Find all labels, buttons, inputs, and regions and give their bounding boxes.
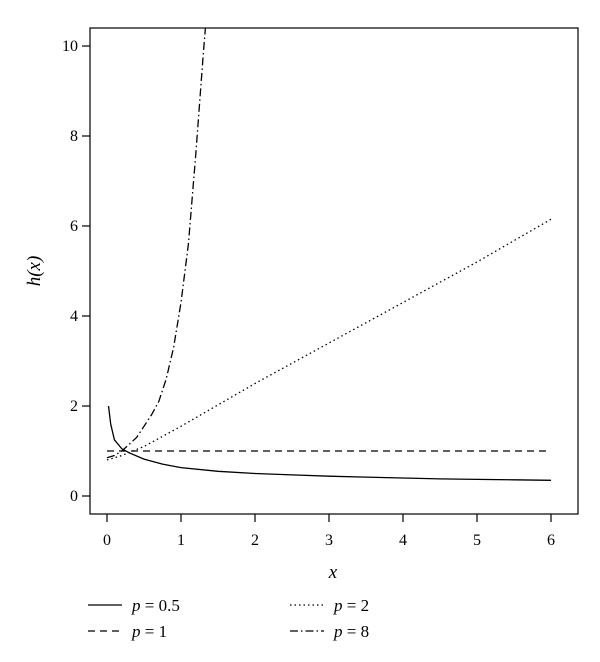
y-tick-label: 8	[70, 128, 78, 145]
series-line-solid	[107, 405, 552, 481]
y-tick-label: 2	[70, 398, 78, 415]
x-tick-label: 0	[103, 532, 111, 549]
y-axis: 0 2 4 6 8 10	[62, 38, 90, 505]
legend-label: p = 0.5	[131, 596, 180, 615]
x-tick-label: 4	[399, 532, 407, 549]
y-axis-title: h(x)	[24, 256, 45, 287]
legend-label: p = 1	[131, 622, 167, 641]
x-axis: 0 1 2 3 4 5 6	[103, 514, 555, 549]
y-tick-label: 0	[70, 488, 78, 505]
x-tick-label: 2	[251, 532, 259, 549]
series-line-dashdot	[106, 28, 207, 459]
x-tick-label: 1	[177, 532, 185, 549]
y-tick-label: 4	[70, 308, 78, 325]
legend-label: p = 2	[333, 596, 369, 615]
series-line-dotted	[106, 218, 552, 461]
y-tick-label: 6	[70, 218, 78, 235]
x-tick-label: 5	[473, 532, 481, 549]
plot-frame	[89, 27, 579, 515]
legend-label: p = 8	[333, 622, 369, 641]
legend: p = 0.5 p = 1 p = 2 p = 8	[88, 596, 369, 641]
x-axis-title: x	[328, 562, 338, 583]
x-tick-label: 6	[547, 532, 555, 549]
x-tick-label: 3	[325, 532, 333, 549]
y-tick-label: 10	[62, 38, 78, 55]
series-layer	[106, 28, 552, 481]
